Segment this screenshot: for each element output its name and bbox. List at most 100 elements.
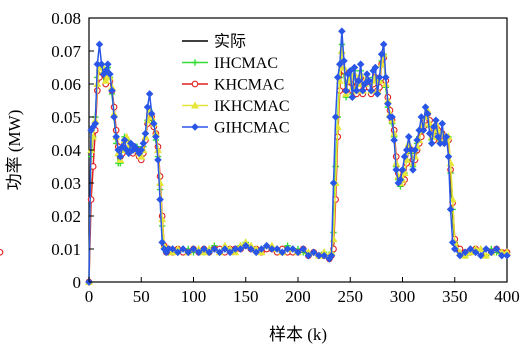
data-point [106,70,114,78]
x-tick-label: 300 [390,287,416,306]
data-point [503,251,511,260]
legend-marker [191,101,199,109]
data-point [104,60,112,68]
data-point [91,119,100,128]
data-point [309,248,318,257]
data-point [471,248,480,257]
data-point [338,27,346,35]
data-point [299,245,307,253]
legend-label: 实际 [214,33,246,51]
data-point [97,60,106,68]
data-point [384,100,392,108]
data-point [421,103,430,111]
data-point [477,251,485,260]
legend-item: 实际 [182,33,246,51]
data-point [487,248,496,257]
data-point [333,73,342,82]
legend-label: GIHCMAC [214,120,290,137]
data-point [361,80,369,88]
y-tick-label: 0.03 [51,174,81,193]
data-point [154,156,162,164]
data-point [356,60,365,68]
data-point [278,248,287,257]
data-point [273,245,281,253]
data-point [231,245,240,253]
data-point [371,63,380,72]
data-point [174,248,182,257]
data-point [184,248,193,257]
data-point [373,90,382,98]
x-tick-label: 100 [181,287,207,306]
data-point [147,109,156,118]
data-point [354,76,363,85]
data-point [466,245,475,253]
data-point [168,245,177,253]
data-point [150,119,158,128]
data-point [0,248,4,256]
legend-label: IHCMAC [214,55,278,72]
series-line [88,30,507,283]
data-point [442,133,451,141]
x-tick-label: 200 [285,287,311,306]
data-point [350,63,359,72]
y-tick-label: 0.08 [51,9,81,28]
y-tick-label: 0 [73,273,82,292]
x-tick-label: 250 [338,287,364,306]
data-point [327,251,336,260]
data-point [434,133,442,141]
data-point [194,248,203,257]
data-point [320,251,328,260]
data-point [205,248,213,257]
data-point [110,113,118,121]
data-point [120,136,129,144]
data-point [427,139,436,148]
x-tick-label: 350 [442,287,468,306]
y-axis: 0 0.01 0.02 0.03 0.04 0.05 0.06 0.07 0.08 [51,9,94,292]
x-tick-label: 50 [133,287,150,306]
data-point [283,245,292,253]
legend-item: GIHCMAC [182,120,290,137]
data-point [156,178,165,187]
data-point [331,113,340,121]
data-point [304,251,313,260]
data-point [498,251,506,260]
data-point [425,129,434,138]
data-point [158,238,166,247]
data-point [367,86,375,95]
data-point [101,67,110,75]
data-point [236,245,245,253]
data-point [118,142,127,151]
y-tick-label: 0.06 [51,75,81,94]
data-point [156,195,164,204]
legend-item: IHCMAC [182,55,278,72]
data-point [450,245,459,253]
data-point [448,195,457,203]
data-point [116,152,125,161]
data-point [396,175,405,184]
data-point [124,149,133,158]
data-point [112,133,120,141]
data-point [390,136,398,144]
data-point [95,40,104,49]
data-point [375,73,384,82]
data-point [346,67,355,75]
x-tick-label: 0 [85,287,94,306]
y-tick-label: 0.05 [51,108,81,127]
x-tick-label: 150 [233,287,259,306]
data-point [252,248,260,257]
data-point [333,122,342,130]
data-point [262,241,271,250]
y-tick-label: 0.01 [51,240,81,259]
legend-label: KHCMAC [214,77,284,94]
data-point [440,139,449,148]
series-4 [86,27,511,286]
data-point [365,76,373,85]
data-point [257,245,266,253]
x-tick-label: 400 [494,287,520,306]
data-point [444,152,453,161]
x-axis-label: 样本 (k) [269,325,327,344]
data-point [139,139,148,148]
data-point [379,40,388,49]
data-point [409,166,417,174]
